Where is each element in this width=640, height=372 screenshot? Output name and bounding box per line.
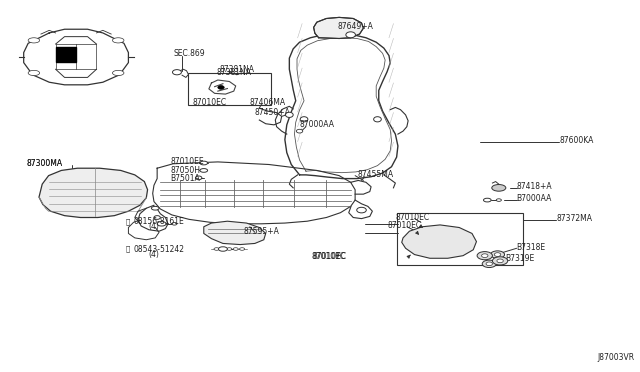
Text: 87406MA: 87406MA (250, 98, 286, 107)
Ellipse shape (200, 161, 207, 165)
Bar (397, 214, 523, 264)
Ellipse shape (113, 38, 124, 43)
Ellipse shape (214, 248, 219, 250)
Ellipse shape (218, 86, 224, 89)
Text: J87003VR: J87003VR (597, 353, 634, 362)
Ellipse shape (492, 185, 506, 191)
Ellipse shape (481, 254, 488, 257)
Ellipse shape (152, 206, 159, 210)
Ellipse shape (497, 259, 503, 263)
Text: 87010EC: 87010EC (311, 252, 345, 261)
Polygon shape (314, 17, 364, 38)
Text: 87010EE: 87010EE (171, 157, 204, 166)
Text: 87649+A: 87649+A (338, 22, 374, 31)
Ellipse shape (374, 117, 381, 122)
Ellipse shape (239, 248, 244, 250)
Ellipse shape (80, 187, 111, 197)
Text: 87372MA: 87372MA (556, 214, 592, 223)
Text: 08156-8161E: 08156-8161E (134, 217, 184, 226)
Ellipse shape (285, 112, 293, 118)
Ellipse shape (233, 248, 238, 250)
Ellipse shape (200, 169, 207, 172)
Ellipse shape (296, 129, 303, 133)
Text: 87000AA: 87000AA (300, 121, 335, 129)
Text: 87381NA: 87381NA (219, 65, 254, 74)
Bar (56, 47, 76, 62)
Ellipse shape (494, 253, 500, 256)
Ellipse shape (356, 207, 366, 213)
Text: 87600KA: 87600KA (559, 136, 594, 145)
Polygon shape (402, 225, 476, 258)
Ellipse shape (28, 38, 40, 43)
Text: Ⓢ: Ⓢ (125, 218, 129, 225)
Text: 08543-51242: 08543-51242 (134, 244, 184, 253)
Text: B7000AA: B7000AA (516, 195, 552, 203)
Text: 87595+A: 87595+A (243, 227, 279, 236)
Text: 87300MA: 87300MA (26, 159, 62, 168)
Text: 87050H: 87050H (171, 166, 200, 175)
Polygon shape (204, 221, 266, 244)
Ellipse shape (477, 251, 492, 260)
Ellipse shape (220, 248, 225, 250)
Text: B7318E: B7318E (516, 243, 546, 251)
Ellipse shape (195, 176, 202, 180)
Ellipse shape (113, 70, 124, 76)
Text: SEC.869: SEC.869 (173, 49, 205, 58)
Text: Ⓢ: Ⓢ (125, 246, 129, 252)
Text: B7501A: B7501A (171, 174, 200, 183)
Ellipse shape (496, 199, 501, 201)
Ellipse shape (157, 222, 166, 226)
Text: 87300MA: 87300MA (26, 159, 62, 168)
Ellipse shape (483, 198, 491, 202)
Ellipse shape (482, 260, 496, 267)
Ellipse shape (300, 117, 308, 122)
Text: 87450+A: 87450+A (255, 108, 291, 117)
Ellipse shape (173, 70, 181, 75)
Ellipse shape (28, 70, 40, 76)
Ellipse shape (218, 247, 227, 251)
Polygon shape (39, 168, 148, 218)
Text: 87381NA: 87381NA (216, 68, 252, 77)
Ellipse shape (227, 248, 232, 250)
Text: B7319E: B7319E (505, 254, 534, 263)
Ellipse shape (154, 216, 161, 219)
Ellipse shape (486, 262, 492, 266)
Text: 87455MA: 87455MA (357, 170, 393, 179)
Text: 87010EC: 87010EC (396, 213, 429, 222)
Ellipse shape (346, 32, 355, 38)
Ellipse shape (490, 251, 504, 258)
Bar (188, 73, 271, 105)
Text: 87010EC: 87010EC (192, 99, 227, 108)
Text: (4): (4) (149, 222, 160, 231)
Text: 87010EC: 87010EC (312, 252, 346, 261)
Text: 87418+A: 87418+A (516, 182, 552, 191)
Text: 87010EC: 87010EC (388, 221, 422, 230)
Text: (4): (4) (149, 250, 160, 259)
Ellipse shape (492, 257, 508, 265)
Ellipse shape (172, 222, 177, 225)
